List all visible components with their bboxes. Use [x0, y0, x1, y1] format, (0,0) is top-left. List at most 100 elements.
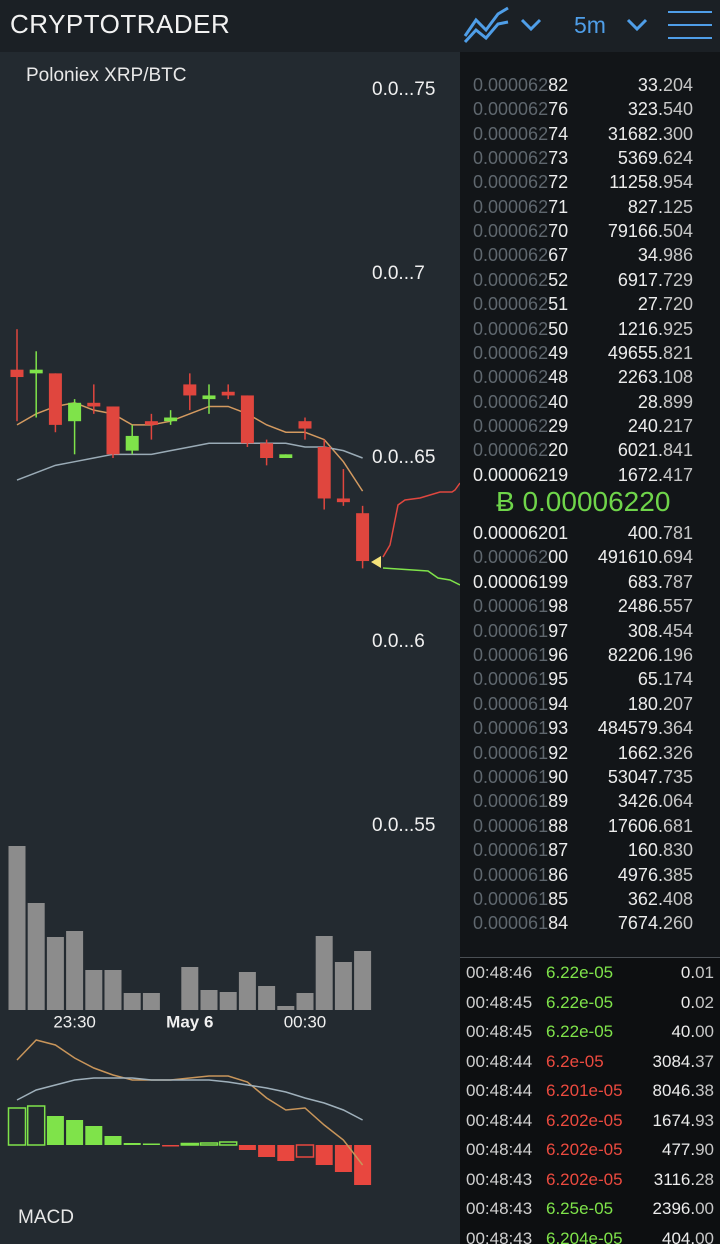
amount-integer: 1662. [617, 742, 663, 763]
price-prefix: 0.000062 [473, 148, 549, 169]
price-prefix: 0.000062 [473, 123, 549, 144]
trade-price: 6.202e-05 [546, 1169, 623, 1189]
macd-line [16, 1077, 363, 1121]
price-prefix: 0.000061 [473, 718, 549, 739]
order-price: 0.00006188 [473, 814, 568, 838]
candle-body [202, 395, 216, 400]
price-suffix: 70 [548, 221, 569, 242]
volume-bar [277, 1006, 295, 1010]
amount-integer: 4976. [617, 864, 663, 885]
amount-decimals: 735 [662, 767, 693, 787]
amount-decimals: 417 [662, 464, 693, 485]
amount-integer: 1672. [617, 464, 663, 485]
amount-integer: 65. [637, 669, 663, 690]
candle-body [164, 417, 178, 422]
order-amount: 2263.108 [618, 365, 693, 389]
price-prefix: 0.000062 [473, 221, 549, 242]
amount-integer: 49655. [607, 342, 663, 363]
trade-time: 00:48:44 [466, 1051, 533, 1071]
price-suffix: 98 [548, 596, 569, 617]
trade-time: 00:48:46 [466, 963, 533, 982]
order-amount: 827.125 [628, 195, 693, 219]
trade-history: 00:48:46 6.22e-05 0.01 00:48:45 6.22e-05 0.02… [460, 957, 720, 1244]
volume-bar [123, 993, 141, 1010]
macd-histogram-bar [277, 1145, 295, 1161]
order-amount: 11258.954 [609, 170, 693, 194]
price-suffix: 52 [548, 269, 569, 290]
trade-time: 00:48:43 [466, 1199, 533, 1218]
amount-integer: 362. [627, 889, 663, 909]
price-suffix: 67 [548, 245, 569, 266]
amount-decimals: 300 [662, 123, 693, 144]
trade-price: 6.202e-05 [546, 1110, 623, 1130]
price-prefix: 0.000062 [473, 415, 549, 436]
candle-body [279, 454, 293, 458]
volume-bar [219, 992, 237, 1010]
trade-amount: 3116.28 [654, 1167, 714, 1193]
y-tick-label: 0.0...55 [372, 815, 435, 836]
trade-price: 6.2e-05 [546, 1051, 604, 1071]
order-amount: 240.217 [628, 414, 693, 438]
volume-bar [85, 970, 103, 1010]
order-amount: 323.540 [628, 97, 693, 121]
price-prefix: 0.000062 [473, 318, 549, 339]
order-price: 0.00006250 [473, 317, 568, 341]
amount-decimals: 260 [662, 913, 693, 934]
price-suffix: 73 [548, 148, 569, 169]
order-amount: 7674.260 [618, 911, 693, 935]
amount-integer: 40. [671, 1022, 696, 1041]
amount-decimals: 787 [662, 571, 693, 592]
amount-integer: 160. [627, 840, 663, 861]
order-amount: 6917.729 [618, 268, 693, 292]
order-amount: 17606.681 [608, 814, 693, 838]
amount-integer: 6021. [617, 440, 663, 461]
amount-decimals: 00 [695, 1228, 714, 1244]
dropdown-chevron[interactable] [626, 18, 648, 32]
amount-decimals: 899 [662, 391, 693, 412]
trade-amount: 1674.93 [653, 1108, 714, 1134]
macd-histogram-bar [315, 1145, 333, 1165]
interval-selector[interactable]: 5m [574, 12, 606, 38]
order-amount: 1672.417 [618, 463, 693, 487]
amount-integer: 484579. [597, 718, 663, 739]
order-amount: 308.454 [628, 619, 693, 643]
order-amount: 49655.821 [608, 341, 693, 365]
order-amount: 34.986 [638, 243, 693, 267]
candle-body [260, 443, 274, 458]
macd-histogram-bar [238, 1145, 256, 1150]
candle-body [68, 402, 82, 422]
amount-integer: 79166. [607, 221, 663, 242]
price-prefix: 0.000062 [473, 294, 549, 315]
order-price: 0.00006200 [473, 545, 568, 569]
order-price: 0.00006185 [473, 887, 568, 911]
price-text: 0.00006201 [473, 523, 569, 543]
y-tick-label: 0.0...75 [372, 79, 435, 100]
amount-decimals: 108 [662, 367, 693, 388]
trade-time: 00:48:44 [466, 1140, 533, 1159]
amount-decimals: 720 [662, 294, 693, 315]
amount-decimals: 90 [695, 1140, 714, 1159]
trade-amount: 40.00 [671, 1019, 714, 1045]
price-prefix: 0.000061 [473, 840, 549, 861]
amount-decimals: 207 [662, 693, 693, 714]
price-suffix: 20 [548, 440, 569, 461]
chart-type-button[interactable] [460, 2, 550, 50]
order-price: 0.00006270 [473, 219, 568, 243]
amount-decimals: 681 [662, 815, 693, 836]
trade-price: 6.25e-05 [546, 1199, 614, 1218]
trade-amount: 0.01 [681, 960, 714, 986]
macd-histogram-bar [199, 1142, 219, 1146]
price-suffix: 86 [548, 864, 569, 885]
price-suffix: 95 [548, 669, 569, 690]
order-amount: 160.830 [628, 838, 693, 862]
price-prefix: 0.000061 [473, 913, 549, 934]
order-price: 0.00006184 [473, 911, 568, 935]
order-price: 0.00006252 [473, 268, 568, 292]
price-prefix: 0.000062 [473, 342, 549, 363]
amount-decimals: 364 [662, 718, 693, 739]
order-price: 0.00006189 [473, 789, 568, 813]
macd-histogram-bar [104, 1136, 122, 1145]
price-suffix: 87 [548, 840, 569, 861]
amount-decimals: 196 [662, 645, 693, 665]
amount-integer: 6917. [617, 269, 663, 290]
